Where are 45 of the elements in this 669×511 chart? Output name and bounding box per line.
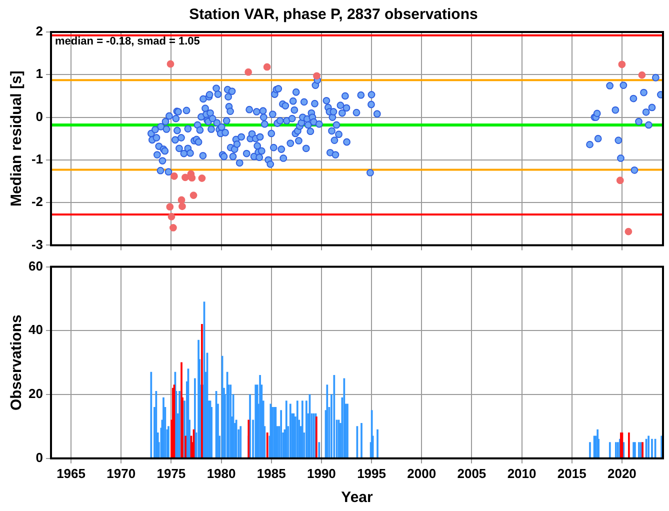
x-tick-label: 2020: [607, 466, 636, 481]
point: [618, 60, 626, 68]
point: [624, 228, 632, 236]
y-tick-label: 0: [36, 450, 43, 465]
point: [198, 174, 206, 182]
point: [170, 172, 178, 180]
y-tick-label: 2: [36, 24, 43, 39]
y-tick-label: 60: [28, 258, 43, 274]
point: [263, 63, 271, 71]
point: [182, 174, 189, 182]
x-axis-title: Year: [341, 489, 374, 506]
point: [166, 60, 174, 68]
point: [166, 203, 174, 211]
x-tick-label: 2000: [407, 466, 436, 481]
point: [244, 68, 252, 76]
y-tick-label: -2: [31, 194, 43, 210]
y-tick-label: 1: [36, 66, 43, 82]
x-tick-label: 1980: [206, 466, 236, 481]
x-tick-label: 1975: [156, 466, 186, 481]
y-axis-title: Median residual [s]: [8, 70, 26, 207]
x-tick-label: 1990: [306, 466, 336, 481]
x-tick-label: 1985: [256, 466, 286, 481]
y-tick-label: 20: [28, 386, 43, 402]
point: [638, 71, 646, 79]
point: [190, 192, 198, 200]
chart-title: Station VAR, phase P, 2837 observations: [189, 6, 478, 24]
point: [313, 72, 320, 80]
y-tick-label: 40: [28, 322, 43, 338]
x-tick-label: 1970: [106, 466, 136, 481]
point: [168, 212, 176, 220]
x-tick-label: 2005: [457, 466, 486, 481]
point: [170, 224, 177, 232]
x-tick-label: 2010: [507, 466, 536, 481]
point: [178, 196, 186, 204]
x-tick-label: 2015: [557, 466, 586, 481]
y-tick-label: 0: [36, 108, 43, 124]
y-tick-label: -3: [31, 236, 43, 252]
x-tick-label: 1965: [56, 466, 86, 481]
point: [178, 202, 186, 210]
y-axis-title: Observations: [8, 314, 26, 411]
y-tick-label: -1: [31, 152, 43, 166]
x-tick-label: 1995: [357, 466, 386, 481]
point: [616, 176, 624, 184]
point: [188, 174, 196, 182]
annotation: median = -0.18, smad = 1.05: [55, 36, 200, 48]
